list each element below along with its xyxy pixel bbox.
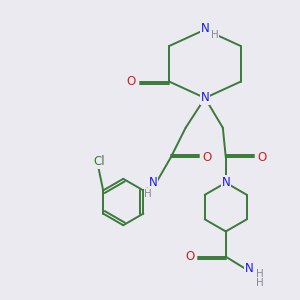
Text: H: H [256,278,263,289]
Text: Cl: Cl [94,155,105,168]
Text: O: O [258,151,267,164]
Text: N: N [201,92,209,104]
Text: N: N [148,176,157,189]
Text: N: N [201,22,209,34]
Text: O: O [127,75,136,88]
Text: O: O [185,250,195,263]
Text: N: N [221,176,230,189]
Text: H: H [211,30,218,40]
Text: O: O [203,151,212,164]
Text: H: H [256,269,263,279]
Text: H: H [144,189,152,199]
Text: N: N [245,262,254,275]
